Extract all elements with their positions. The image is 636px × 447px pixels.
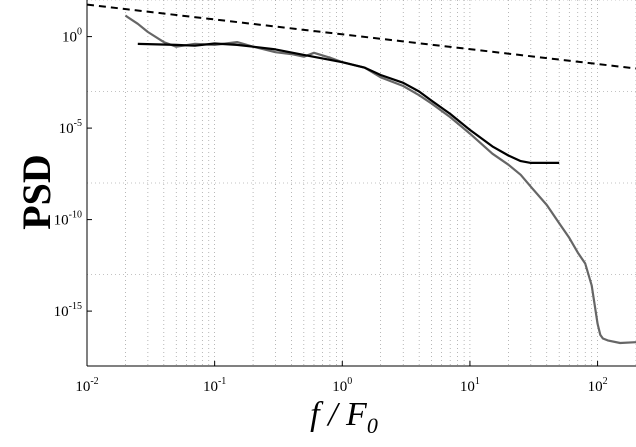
x-tick-label: 101 bbox=[460, 376, 480, 395]
y-tick-label: 10-10 bbox=[54, 210, 82, 229]
x-tick-label: 10-2 bbox=[75, 376, 98, 395]
y-tick-label: 100 bbox=[62, 27, 82, 46]
x-tick-label: 10-1 bbox=[203, 376, 226, 395]
y-axis-label: PSD bbox=[14, 154, 59, 230]
x-tick-label: 100 bbox=[332, 376, 352, 395]
series-layer bbox=[87, 3, 636, 345]
x-axis-label: f / F0 bbox=[310, 396, 378, 438]
grid-lines bbox=[86, 0, 636, 367]
axes bbox=[86, 0, 636, 367]
tick-labels: 10-2 10-1 100 101 102 100 10-5 10-10 10-15 bbox=[54, 27, 608, 395]
series-line-2 bbox=[137, 42, 560, 164]
y-tick-label: 10-5 bbox=[59, 118, 82, 137]
reference-line bbox=[87, 3, 636, 70]
x-tick-label: 102 bbox=[588, 376, 608, 395]
y-tick-label: 10-15 bbox=[54, 301, 82, 320]
